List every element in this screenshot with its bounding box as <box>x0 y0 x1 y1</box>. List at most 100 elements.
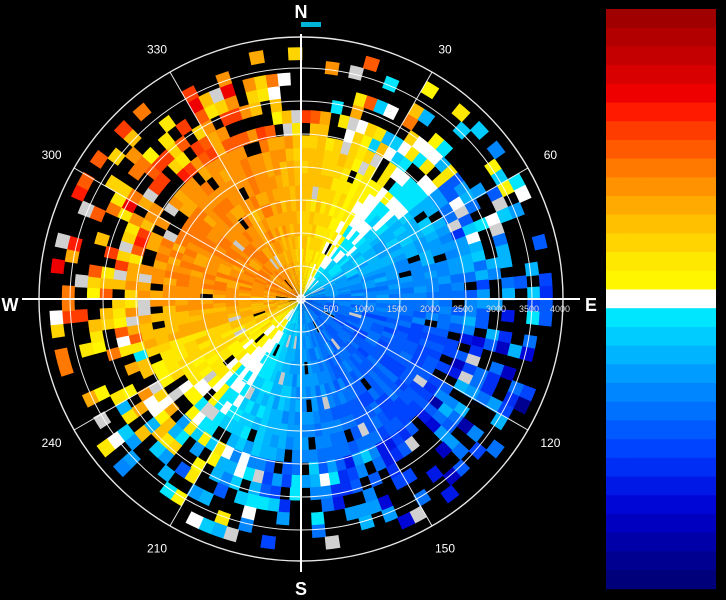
echo-gate <box>308 449 319 463</box>
echo-gate <box>387 283 402 291</box>
echo-gate <box>150 424 168 442</box>
legend-label: -10.00m/s <box>608 573 657 585</box>
echo-gate <box>350 157 364 173</box>
echo-gate <box>313 301 327 305</box>
echo-gate <box>74 309 89 323</box>
echo-gate <box>256 251 268 264</box>
echo-gate <box>260 266 272 277</box>
echo-gate <box>291 310 298 324</box>
echo-gate <box>333 316 347 325</box>
echo-gate <box>314 319 324 331</box>
echo-gate <box>190 410 206 427</box>
echo-gate <box>207 209 222 224</box>
echo-gate <box>375 362 390 376</box>
echo-gate <box>311 511 325 526</box>
echo-gate <box>294 235 299 249</box>
echo-gate <box>258 249 270 262</box>
legend-swatch <box>606 570 716 590</box>
echo-gate <box>148 179 165 196</box>
echo-gate <box>266 326 278 339</box>
echo-gate <box>138 272 153 284</box>
echo-gate <box>474 390 492 407</box>
echo-gate <box>238 285 252 292</box>
echo-gate <box>281 237 289 252</box>
echo-gate <box>348 312 362 319</box>
echo-gate <box>396 171 412 188</box>
echo-gate <box>434 441 453 459</box>
echo-gate <box>196 430 212 447</box>
legend-label: -8.67m/s <box>608 536 651 548</box>
echo-gate <box>355 203 369 218</box>
echo-gate <box>362 55 381 73</box>
echo-gate <box>199 344 214 356</box>
echo-gate <box>326 244 336 257</box>
echo-gate <box>267 86 281 101</box>
echo-gate <box>369 153 384 169</box>
echo-gate <box>220 258 234 269</box>
echo-gate <box>336 254 349 266</box>
echo-gate <box>168 195 185 211</box>
echo-gate <box>323 369 333 384</box>
echo-gate <box>301 299 310 309</box>
echo-gate <box>308 279 319 290</box>
legend-swatch <box>606 196 716 216</box>
echo-gate <box>325 291 339 296</box>
echo-gate <box>355 146 369 162</box>
echo-gate <box>275 253 284 267</box>
echo-gate <box>341 360 353 374</box>
echo-gate <box>381 406 397 422</box>
echo-gate <box>232 189 245 205</box>
range-labels: 500 1000 1500 2000 2500 3000 3500 4000 <box>323 304 570 314</box>
echo-gate <box>264 305 278 311</box>
echo-gate <box>403 435 420 453</box>
echo-gate <box>513 184 532 203</box>
echo-gate <box>448 196 466 212</box>
echo-gate <box>311 347 318 361</box>
echo-gate <box>319 314 331 325</box>
echo-gate <box>54 347 71 365</box>
echo-gate <box>290 348 296 362</box>
echo-gate <box>294 311 299 324</box>
echo-gate <box>457 370 474 386</box>
echo-gate <box>380 130 397 147</box>
echo-gate <box>251 304 265 310</box>
echo-gate <box>279 385 288 399</box>
echo-gate <box>199 401 214 417</box>
echo-gate <box>447 409 464 427</box>
echo-gate <box>283 280 293 291</box>
echo-gate <box>501 276 515 290</box>
echo-gate <box>216 321 231 331</box>
echo-gate <box>276 301 289 306</box>
echo-gate <box>216 365 230 380</box>
echo-gate <box>350 304 364 310</box>
echo-gate <box>280 333 288 347</box>
echo-gate <box>231 421 245 438</box>
echo-gate <box>343 242 355 255</box>
legend-swatch <box>606 102 716 122</box>
echo-gate <box>324 61 340 76</box>
echo-gate <box>166 422 184 440</box>
echo-gate <box>121 383 138 400</box>
legend-swatch <box>606 364 716 384</box>
echo-gate <box>254 314 268 322</box>
echo-gate <box>285 250 292 264</box>
echo-gate <box>358 514 375 531</box>
echo-gate <box>227 275 242 283</box>
echo-gate <box>86 286 101 299</box>
echo-gate <box>332 233 343 247</box>
echo-gate <box>487 267 502 281</box>
echo-gate <box>310 306 321 317</box>
echo-gate <box>337 304 351 310</box>
echo-gate <box>357 239 370 252</box>
echo-gate <box>371 383 386 398</box>
echo-gate <box>449 314 464 326</box>
echo-gate <box>328 216 338 231</box>
echo-gate <box>351 333 365 344</box>
echo-gate <box>336 469 350 484</box>
echo-gate <box>116 334 131 348</box>
echo-gate <box>154 171 171 189</box>
echo-gate <box>325 301 339 306</box>
echo-gate <box>359 271 374 280</box>
echo-gate <box>215 71 233 88</box>
echo-gate <box>54 232 71 250</box>
